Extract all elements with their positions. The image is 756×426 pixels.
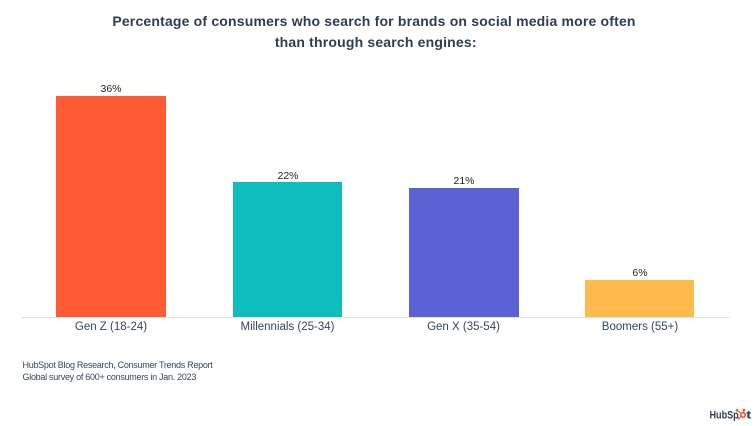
svg-text:HubSp: HubSp: [710, 410, 740, 422]
svg-text:t: t: [746, 410, 752, 422]
